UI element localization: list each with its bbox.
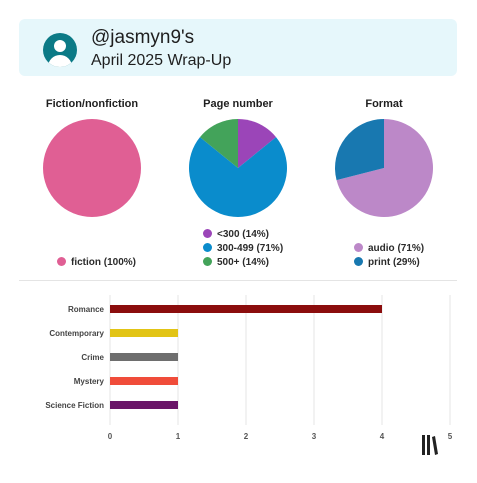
x-tick-label: 1 — [176, 432, 181, 441]
legend-label: fiction (100%) — [71, 257, 137, 268]
x-tick-label: 2 — [244, 432, 249, 441]
x-tick-label: 4 — [380, 432, 385, 441]
avatar-icon[interactable] — [43, 33, 77, 67]
pie-1-slice-1 — [189, 137, 287, 217]
category-label: Mystery — [74, 377, 105, 386]
category-label: Contemporary — [49, 329, 104, 338]
legend-item: <300 (14%) — [203, 228, 283, 242]
legend-label: audio (71%) — [368, 243, 425, 254]
category-label: Crime — [81, 353, 104, 362]
pie-chart-page-number — [189, 119, 287, 217]
legend-label: 500+ (14%) — [217, 257, 269, 268]
pie-1-slice-0 — [238, 119, 277, 168]
category-label: Science Fiction — [45, 401, 104, 410]
username[interactable]: @jasmyn9's — [91, 27, 195, 48]
header-card: @jasmyn9's April 2025 Wrap-Up — [19, 19, 457, 76]
pie-title-page-number: Page number — [203, 98, 273, 110]
legend-item: print (29%) — [354, 256, 424, 270]
bar-contemporary — [110, 329, 178, 337]
pie-chart-format — [335, 119, 433, 217]
legend-item: audio (71%) — [354, 242, 424, 256]
legend-item: 500+ (14%) — [203, 256, 283, 270]
x-tick-label: 5 — [448, 432, 453, 441]
legend-dot-icon — [203, 242, 212, 252]
bar-romance — [110, 305, 382, 313]
legend-page-number: <300 (14%) 300-499 (71%) 500+ (14%) — [203, 228, 283, 270]
legend-dot-icon — [354, 242, 363, 252]
genre-bar-chart: 012345No. of booksRomanceContemporaryCri… — [45, 295, 453, 441]
bar-science-fiction — [110, 401, 178, 409]
pie-2-slice-1 — [335, 119, 384, 181]
pie-0-slice-0 — [43, 119, 141, 217]
bar-mystery — [110, 377, 178, 385]
bar-crime — [110, 353, 178, 361]
legend-fiction: fiction (100%) — [57, 256, 136, 270]
legend-label: 300-499 (71%) — [217, 243, 284, 254]
pie-title-format: Format — [365, 98, 403, 110]
legend-item: fiction (100%) — [57, 256, 136, 270]
pie-title-fiction: Fiction/nonfiction — [45, 98, 139, 110]
pie-2-slice-0 — [336, 119, 433, 217]
legend-label: <300 (14%) — [217, 229, 269, 240]
pie-1-slice-2 — [199, 119, 238, 168]
x-tick-label: 0 — [108, 432, 113, 441]
category-label: Romance — [68, 305, 105, 314]
pie-chart-fiction — [43, 119, 141, 217]
legend-label: print (29%) — [368, 257, 420, 268]
legend-dot-icon — [203, 228, 212, 238]
legend-dot-icon — [354, 256, 363, 266]
legend-dot-icon — [57, 256, 66, 266]
section-divider — [19, 280, 457, 281]
x-tick-label: 3 — [312, 432, 317, 441]
storygraph-logo-icon — [422, 435, 438, 455]
legend-item: 300-499 (71%) — [203, 242, 283, 256]
legend-format: audio (71%) print (29%) — [354, 242, 424, 270]
legend-dot-icon — [203, 256, 212, 266]
wrap-up-title: April 2025 Wrap-Up — [91, 52, 232, 69]
